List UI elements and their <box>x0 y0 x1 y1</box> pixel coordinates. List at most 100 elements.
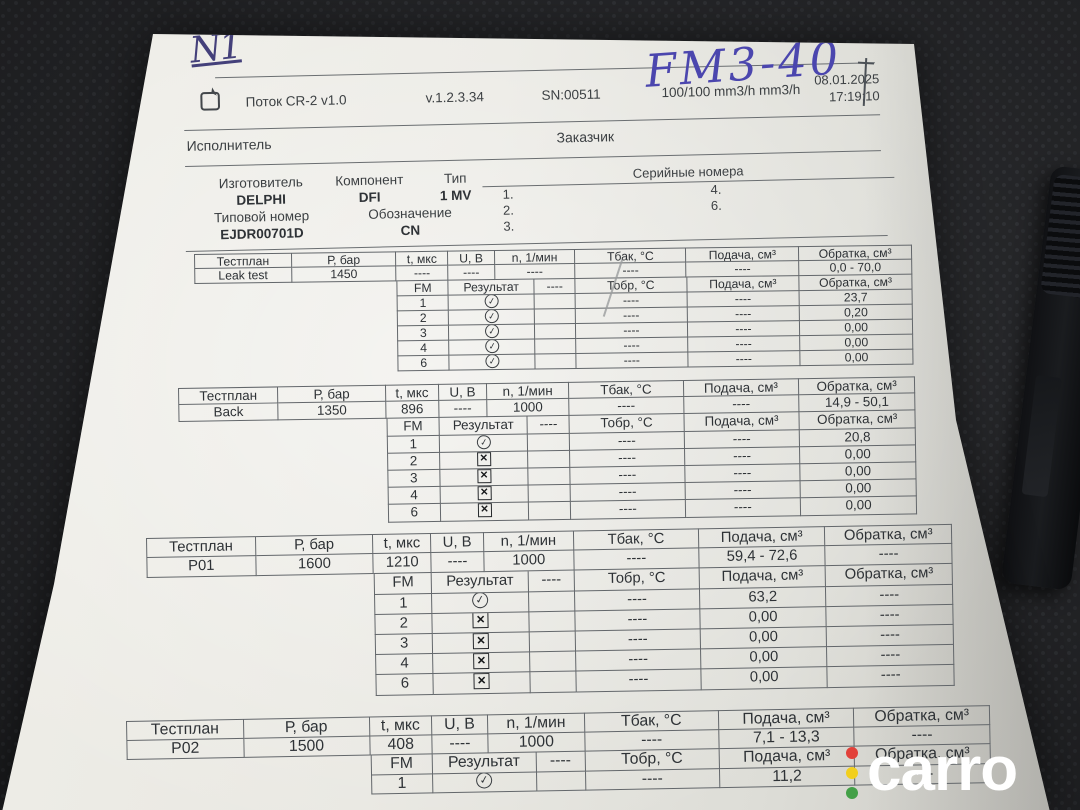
result-cell: ✓ <box>449 354 536 371</box>
table-cell <box>535 309 577 325</box>
table-cell: 4 <box>387 487 441 506</box>
testplan-value: ---- <box>575 262 687 280</box>
bench-serial: SN:00511 <box>541 86 601 103</box>
column-header: U, В <box>438 383 487 402</box>
pass-check-icon: ✓ <box>475 434 492 450</box>
result-cell: ✕ <box>440 502 530 522</box>
column-header: t, мкс <box>385 383 440 402</box>
table-cell: ---- <box>827 665 955 688</box>
carro-wordmark: carro <box>867 735 1018 804</box>
pass-check-icon: ✓ <box>483 294 500 310</box>
table-cell: 3 <box>387 469 441 488</box>
table-cell <box>530 651 577 673</box>
column-header: ---- <box>528 570 575 592</box>
column-header: U, В <box>448 250 495 266</box>
table-cell: 3 <box>397 325 450 342</box>
column-header: Р, бар <box>255 534 374 557</box>
table-cell: ---- <box>576 649 702 672</box>
column-header: Тобр, °С <box>569 414 685 434</box>
testplan-value: 408 <box>369 734 433 756</box>
testplan-value: 0,0 - 70,0 <box>799 259 913 277</box>
table-cell: ---- <box>585 768 720 791</box>
table-cell: ---- <box>574 588 701 612</box>
column-header: n, 1/мин <box>486 381 570 401</box>
table-cell: 0,00 <box>700 606 828 630</box>
column-header: Подача, см³ <box>686 276 800 293</box>
testplan-value: 1600 <box>255 554 374 577</box>
column-header: Р, бар <box>278 384 387 404</box>
pass-check-icon: ✓ <box>475 771 494 790</box>
column-header: Тобр, °С <box>574 568 700 592</box>
table-cell: ---- <box>687 291 800 308</box>
table-cell: ---- <box>570 448 685 468</box>
column-header: Р, бар <box>243 716 370 739</box>
pass-check-icon: ✓ <box>483 309 500 325</box>
table-cell: 3 <box>375 633 434 656</box>
testplan-value: Back <box>178 403 279 423</box>
green-dot-icon <box>846 787 858 799</box>
column-header: Подача, см³ <box>684 412 800 432</box>
report-time: 17:19:10 <box>828 88 880 105</box>
table-cell: 0,00 <box>701 667 829 690</box>
column-header: Подача, см³ <box>683 378 800 398</box>
table-cell: 2 <box>386 452 441 471</box>
table-cell <box>535 339 577 355</box>
column-header: Тобр, °С <box>585 749 720 772</box>
fail-x-icon: ✕ <box>477 486 492 501</box>
table-cell: ---- <box>576 322 688 340</box>
table-cell <box>530 671 577 693</box>
table-cell: ---- <box>827 624 954 648</box>
result-cell: ✓ <box>432 771 537 794</box>
result-cell: ✕ <box>440 485 530 505</box>
table-cell: 4 <box>375 654 434 676</box>
column-header: t, мкс <box>373 533 432 555</box>
table-cell: 2 <box>374 613 434 635</box>
column-header: n, 1/мин <box>487 712 586 734</box>
testplan-value: P02 <box>126 738 245 760</box>
fail-x-icon: ✕ <box>476 468 492 484</box>
table-cell: 0,00 <box>700 647 828 670</box>
table-cell: ---- <box>570 483 686 503</box>
table-cell: 1 <box>374 593 433 615</box>
app-logo-icon <box>200 87 221 111</box>
header-bottom-rule <box>184 114 881 132</box>
column-header: Подача, см³ <box>699 566 827 589</box>
column-header: t, мкс <box>396 250 449 267</box>
serial-slot <box>689 210 897 231</box>
testplan-value: ---- <box>432 733 489 755</box>
column-header: Подача, см³ <box>686 246 800 263</box>
table-cell <box>528 484 572 503</box>
testplan-value: ---- <box>585 729 720 752</box>
fail-x-icon: ✕ <box>473 672 490 690</box>
table-cell: ---- <box>687 321 801 338</box>
executor-label: Исполнитель <box>186 136 272 154</box>
column-header: Обратка, см³ <box>854 705 991 728</box>
table-cell <box>535 354 577 370</box>
handwritten-number: N1 <box>187 25 243 72</box>
column-header: Тобр, °С <box>575 277 688 295</box>
table-cell: 0,00 <box>800 334 914 352</box>
testplan-value: 1450 <box>291 266 397 283</box>
table-cell: 2 <box>397 310 450 327</box>
testplan-value: ---- <box>396 265 449 282</box>
customer-label: Заказчик <box>556 128 615 146</box>
table-cell <box>534 294 576 310</box>
column-header: Результат <box>431 571 530 594</box>
column-header: Обратка, см³ <box>799 244 913 262</box>
fail-x-icon: ✕ <box>476 451 491 467</box>
result-cell: ✕ <box>433 652 531 675</box>
table-cell: ---- <box>826 584 954 607</box>
serial-slot: 3. <box>503 218 515 234</box>
column-header: Обратка, см³ <box>799 410 916 430</box>
column-header: Тбак, °С <box>584 710 719 733</box>
table-cell: ---- <box>576 669 702 693</box>
table-cell: ---- <box>826 604 954 628</box>
result-cell: ✓ <box>449 339 536 356</box>
table-cell: 0,00 <box>800 445 917 465</box>
testplan-value: ---- <box>683 395 800 415</box>
component-value: DFI <box>358 189 381 206</box>
